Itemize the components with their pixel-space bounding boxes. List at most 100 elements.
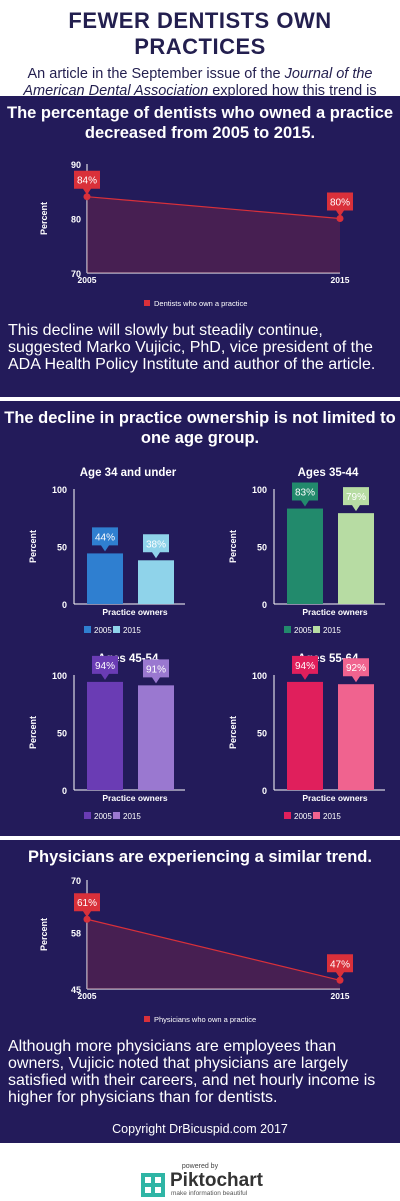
intro-pre: An article in the September issue of the bbox=[27, 66, 285, 82]
brand-tagline: make information beautiful bbox=[171, 1190, 248, 1197]
y-tick-label: 0 bbox=[62, 786, 67, 796]
brand-name: Piktochart bbox=[170, 1170, 263, 1191]
data-label-bubble bbox=[143, 659, 169, 684]
legend-swatch bbox=[144, 1016, 150, 1022]
bar bbox=[87, 681, 123, 790]
legend-swatch bbox=[84, 626, 91, 633]
legend-label: 2015 bbox=[323, 626, 341, 635]
legend-label: 2005 bbox=[294, 626, 312, 635]
piktochart-logo-icon bbox=[141, 1173, 165, 1197]
series-area bbox=[87, 196, 340, 273]
powered-by-label: powered by bbox=[181, 1163, 219, 1170]
legend-label: 2015 bbox=[123, 626, 141, 635]
section1-title: The percentage of dentists who owned a p… bbox=[7, 104, 393, 142]
data-label: 84% bbox=[77, 176, 97, 187]
bar bbox=[87, 553, 123, 604]
x-tick-label: Practice owners bbox=[102, 607, 167, 617]
journal-name: Journal of the American Dental Associati… bbox=[23, 66, 373, 99]
data-label: 94% bbox=[95, 661, 115, 672]
age-34-under-chart: Age 34 and under 100 50 0 Percent 44% 38% Pract… bbox=[28, 467, 185, 635]
bar bbox=[138, 685, 174, 790]
y-tick-label: 70 bbox=[71, 269, 81, 279]
data-point bbox=[336, 976, 344, 984]
y-tick-label: 50 bbox=[257, 729, 267, 739]
y-axis-label: Percent bbox=[39, 202, 49, 235]
data-label-bubble bbox=[92, 527, 118, 552]
bar bbox=[338, 684, 374, 790]
copyright: Copyright DrBicuspid.com 2017 bbox=[112, 1122, 288, 1136]
section-dentists-ownership: The percentage of dentists who owned a p… bbox=[0, 96, 400, 397]
x-tick-label: 2005 bbox=[78, 991, 97, 1001]
x-tick-label: 2015 bbox=[331, 991, 350, 1001]
y-tick-label: 58 bbox=[71, 928, 81, 938]
legend-label: Dentists who own a practice bbox=[154, 299, 247, 308]
header: FEWER DENTISTS OWN PRACTICES An article … bbox=[0, 0, 400, 116]
bar bbox=[338, 513, 374, 604]
x-tick-label: Practice owners bbox=[302, 607, 367, 617]
data-label-bubble bbox=[343, 658, 369, 683]
data-label-bubble bbox=[292, 482, 318, 507]
data-label-bubble bbox=[327, 954, 353, 979]
page-title: FEWER DENTISTS OWN PRACTICES bbox=[68, 8, 332, 59]
data-label-bubble bbox=[343, 487, 369, 512]
x-tick-label: 2005 bbox=[78, 275, 97, 285]
y-tick-label: 0 bbox=[62, 600, 67, 610]
data-label-bubble bbox=[92, 655, 118, 680]
legend-swatch bbox=[313, 812, 320, 819]
y-tick-label: 100 bbox=[252, 485, 267, 495]
x-tick-label: Practice owners bbox=[302, 793, 367, 803]
legend-swatch bbox=[313, 626, 320, 633]
legend-swatch bbox=[84, 812, 91, 819]
y-tick-label: 100 bbox=[52, 485, 67, 495]
data-label: 91% bbox=[146, 664, 166, 675]
legend-label: 2015 bbox=[123, 812, 141, 821]
y-axis-label: Percent bbox=[39, 918, 49, 951]
legend-swatch bbox=[284, 812, 291, 819]
y-tick-label: 50 bbox=[57, 543, 67, 553]
y-tick-label: 100 bbox=[52, 671, 67, 681]
legend-label: 2005 bbox=[94, 812, 112, 821]
bar bbox=[138, 560, 174, 604]
y-axis-label: Percent bbox=[228, 716, 238, 749]
y-tick-label: 70 bbox=[71, 876, 81, 886]
series-area bbox=[87, 919, 340, 989]
bar bbox=[287, 681, 323, 790]
y-tick-label: 100 bbox=[252, 671, 267, 681]
data-label: 80% bbox=[330, 198, 350, 209]
y-tick-label: 45 bbox=[71, 985, 81, 995]
data-point bbox=[336, 215, 344, 222]
y-tick-label: 80 bbox=[71, 215, 81, 225]
data-label: 38% bbox=[146, 539, 166, 550]
section-physicians: Physicians are experiencing a similar tr… bbox=[0, 840, 400, 1143]
x-tick-label: Practice owners bbox=[102, 793, 167, 803]
series-line bbox=[86, 918, 341, 981]
section3-body: Although more physicians are employees t… bbox=[8, 1038, 376, 1106]
data-label: 92% bbox=[346, 663, 366, 674]
series-line bbox=[86, 196, 341, 220]
legend-label: 2005 bbox=[294, 812, 312, 821]
legend-swatch bbox=[144, 300, 150, 306]
section3-title: Physicians are experiencing a similar tr… bbox=[28, 848, 372, 866]
divider bbox=[0, 836, 400, 840]
y-tick-label: 50 bbox=[257, 543, 267, 553]
data-label: 94% bbox=[295, 661, 315, 672]
data-label: 83% bbox=[295, 488, 315, 499]
y-axis-label: Percent bbox=[28, 716, 38, 749]
data-point bbox=[83, 193, 91, 201]
data-point bbox=[83, 915, 91, 923]
legend-label: 2005 bbox=[94, 626, 112, 635]
y-tick-label: 90 bbox=[71, 160, 81, 170]
section-age-groups: The decline in practice ownership is not… bbox=[0, 401, 400, 836]
legend-swatch bbox=[113, 812, 120, 819]
data-label: 44% bbox=[95, 532, 115, 543]
intro-text: An article in the September issue of the… bbox=[0, 60, 400, 117]
legend-swatch bbox=[113, 626, 120, 633]
divider bbox=[0, 397, 400, 401]
data-label: 61% bbox=[77, 898, 97, 909]
footer: powered by Piktochart make information b… bbox=[0, 1160, 400, 1201]
bar bbox=[287, 508, 323, 604]
x-tick-label: 2015 bbox=[331, 275, 350, 285]
data-label-bubble bbox=[292, 655, 318, 680]
chart-title: Ages 35-44 bbox=[298, 467, 359, 479]
